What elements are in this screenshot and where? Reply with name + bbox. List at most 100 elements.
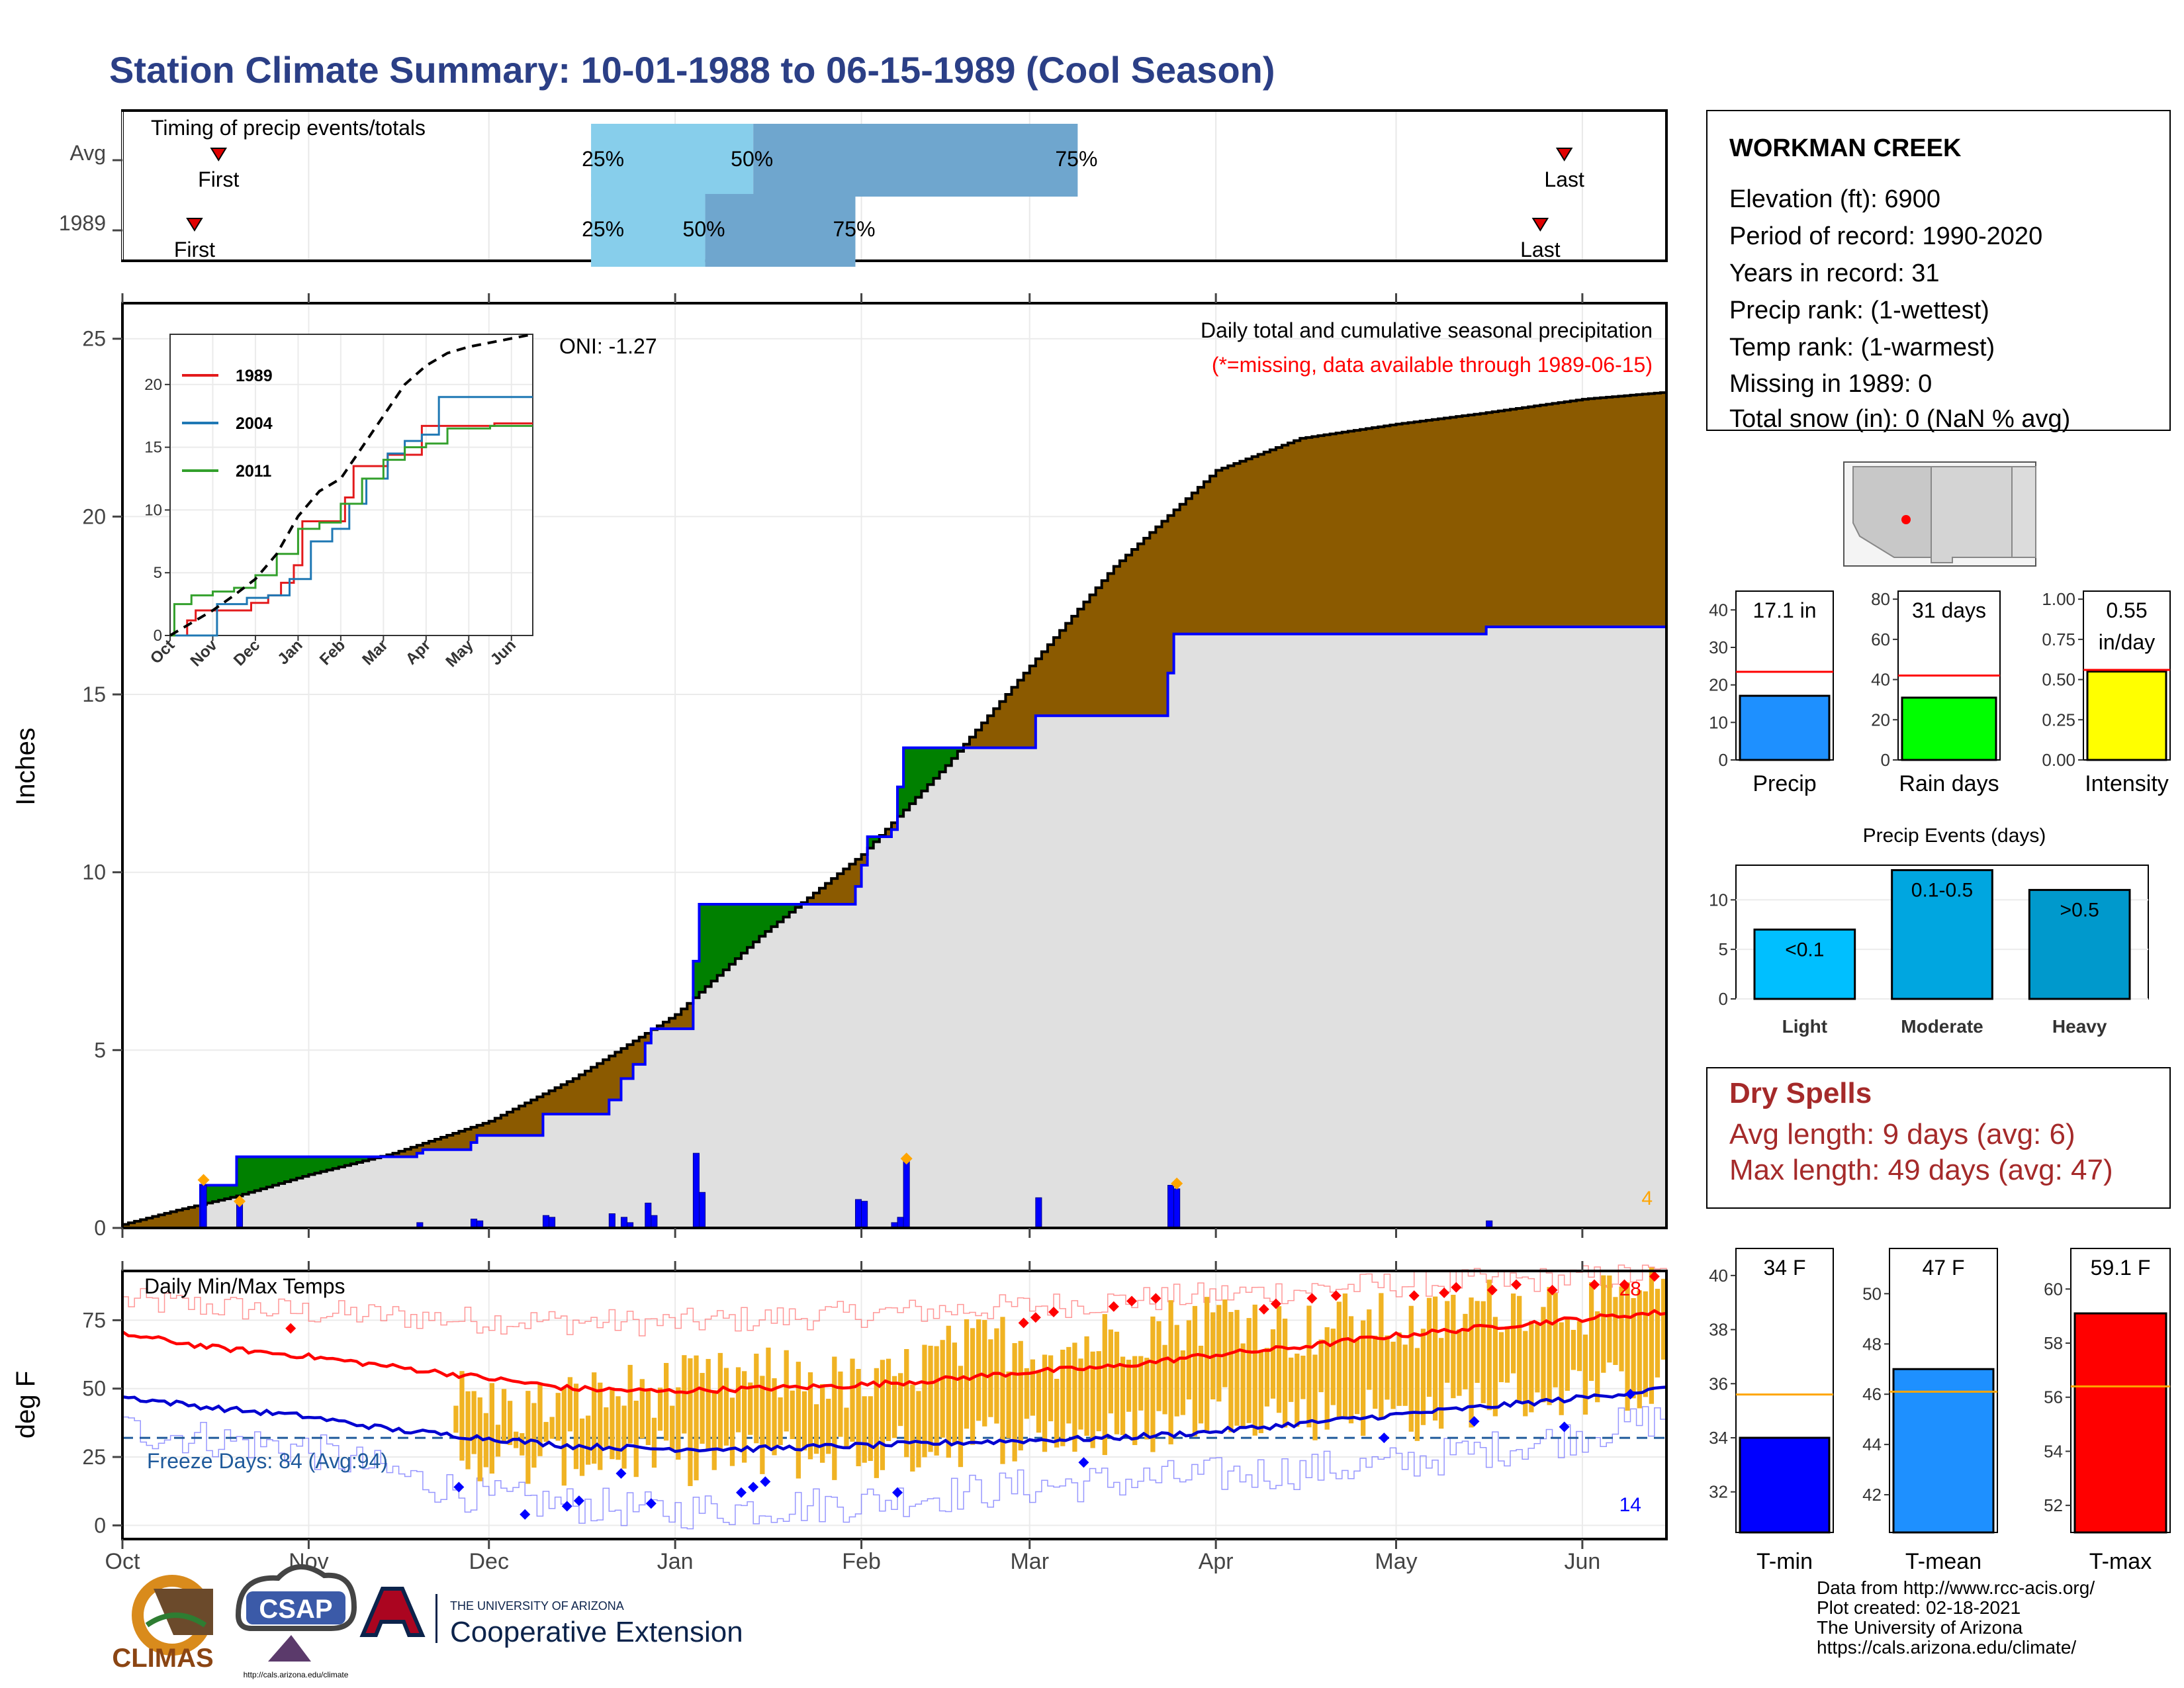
dry-spells-max: Max length: 49 days (avg: 47) <box>1729 1154 2113 1186</box>
summary-value-label: 17.1 in <box>1752 598 1816 622</box>
daily-temp-bar <box>1186 1320 1192 1400</box>
daily-temp-bar <box>1324 1327 1330 1430</box>
daily-temp-bar <box>1342 1293 1348 1417</box>
temp-summary-y-tick-label: 40 <box>1709 1266 1728 1286</box>
summary-y-tick-label: 0 <box>1719 750 1728 770</box>
events-bar <box>1891 868 1993 1000</box>
daily-precip-bar <box>1167 1185 1175 1229</box>
daily-temp-bar <box>1162 1344 1167 1415</box>
summary-category-label: Precip <box>1752 771 1816 796</box>
daily-temp-bar <box>1300 1355 1306 1399</box>
month-tick-label: Mar <box>1010 1549 1049 1574</box>
inset-border <box>169 334 533 636</box>
daily-temp-bar <box>868 1396 873 1462</box>
record-max-line <box>122 1264 1667 1336</box>
station-line-1: Elevation (ft): 6900 <box>1729 185 1940 213</box>
daily-temp-bar <box>1582 1335 1588 1415</box>
daily-temp-bar <box>1006 1371 1011 1438</box>
daily-temp-bar <box>982 1320 987 1427</box>
daily-temp-bar <box>729 1397 735 1466</box>
daily-temp-bar <box>1180 1350 1185 1415</box>
pct-label-25: 25% <box>582 217 624 241</box>
daily-temp-bar <box>1205 1297 1210 1431</box>
daily-temp-bar <box>682 1355 687 1434</box>
daily-temp-bar <box>946 1325 951 1458</box>
temp-summary-value-label: 34 F <box>1763 1256 1805 1280</box>
record-high-marker <box>1258 1303 1269 1315</box>
pct-label-75: 75% <box>833 217 875 241</box>
events-y-tick-label: 5 <box>1719 939 1728 959</box>
daily-temp-bar <box>1246 1318 1251 1423</box>
daily-temp-bar <box>1492 1317 1498 1417</box>
daily-temp-bar <box>592 1372 597 1464</box>
daily-temp-bar <box>934 1346 939 1456</box>
record-high-marker <box>1270 1298 1281 1309</box>
daily-temp-bar <box>813 1404 819 1454</box>
cumulative-1989-area <box>122 626 1666 1228</box>
daily-temp-bar <box>1390 1341 1396 1409</box>
footer-line-4: https://cals.arizona.edu/climate/ <box>1817 1637 2077 1658</box>
daily-temp-bar <box>1234 1309 1240 1426</box>
inset-series-2011 <box>170 424 533 637</box>
daily-temp-bar <box>1457 1329 1462 1396</box>
summary-y-tick-label: 60 <box>1871 630 1890 649</box>
inset-legend-label: 1989 <box>236 367 273 385</box>
daily-temp-bar <box>964 1319 970 1429</box>
record-high-marker <box>1306 1293 1318 1304</box>
daily-temp-bar <box>604 1407 609 1448</box>
daily-temp-bar <box>507 1401 513 1445</box>
record-low-marker <box>760 1476 771 1487</box>
ua-small-text: THE UNIVERSITY OF ARIZONA <box>450 1599 624 1613</box>
record-high-marker <box>1451 1282 1462 1293</box>
daily-temp-bar <box>766 1347 771 1448</box>
daily-temp-bar <box>1030 1359 1036 1416</box>
daily-temp-bar <box>1576 1321 1582 1372</box>
daily-temp-bar <box>705 1358 711 1451</box>
csap-logo: CSAP http://cals.arizona.edu/climate <box>235 1564 357 1679</box>
csap-url: http://cals.arizona.edu/climate <box>244 1670 349 1679</box>
daily-temp-bar <box>1150 1316 1156 1452</box>
daily-temp-bar <box>520 1433 525 1456</box>
temp-summary-y-tick-label: 60 <box>2044 1279 2063 1299</box>
daily-temp-bar <box>1018 1340 1023 1451</box>
daily-precip-bar <box>200 1185 207 1229</box>
daily-temp-bar <box>573 1383 579 1470</box>
summary-y-tick-label: 0.25 <box>2042 710 2075 729</box>
daily-temp-bar <box>543 1422 549 1442</box>
summary-category-label: Rain days <box>1899 771 1999 796</box>
daily-temp-bar <box>1078 1358 1083 1430</box>
daily-temp-bar <box>1565 1317 1570 1391</box>
temp-summary-y-tick-label: 34 <box>1709 1428 1728 1448</box>
inset-legend-label: 2011 <box>236 462 271 481</box>
summary-y-tick-label: 0.50 <box>2042 670 2075 690</box>
daily-temp-bar <box>711 1390 717 1470</box>
csap-logo-text: CSAP <box>259 1595 332 1624</box>
temp-y-tick-label: 50 <box>82 1377 106 1401</box>
daily-temp-bar <box>1432 1296 1438 1421</box>
daily-temp-bar <box>1379 1293 1384 1419</box>
events-bar <box>1753 928 1856 1000</box>
summary-y-tick-label: 40 <box>1871 670 1890 690</box>
daily-temp-bar <box>1348 1316 1354 1424</box>
daily-temp-bar <box>850 1358 855 1442</box>
temp-summary-value-bar <box>1739 1436 1831 1534</box>
daily-temp-bar <box>700 1373 705 1444</box>
daily-temp-bar <box>531 1403 537 1468</box>
new-mexico-shape <box>1931 466 2013 563</box>
daily-temp-bar <box>820 1383 825 1463</box>
summary-y-tick-label: 10 <box>1709 712 1728 732</box>
daily-temp-bar <box>904 1348 909 1458</box>
daily-temp-bar <box>1463 1313 1468 1389</box>
daily-temp-bar <box>465 1391 471 1470</box>
pct-label-25: 25% <box>582 147 624 171</box>
timing-bar-25-50 <box>591 194 705 267</box>
daily-temp-bar <box>549 1417 555 1439</box>
temp-summary-y-tick-label: 42 <box>1862 1485 1882 1505</box>
daily-temp-bar <box>694 1355 699 1481</box>
footer-line-2: Plot created: 02-18-2021 <box>1817 1597 2021 1618</box>
temp-summary-value-label: 59.1 F <box>2091 1256 2151 1280</box>
first-marker <box>210 148 228 162</box>
daily-temp-bar <box>670 1405 675 1450</box>
record-high-marker <box>1589 1279 1600 1290</box>
inset-y-tick-label: 0 <box>154 627 162 645</box>
